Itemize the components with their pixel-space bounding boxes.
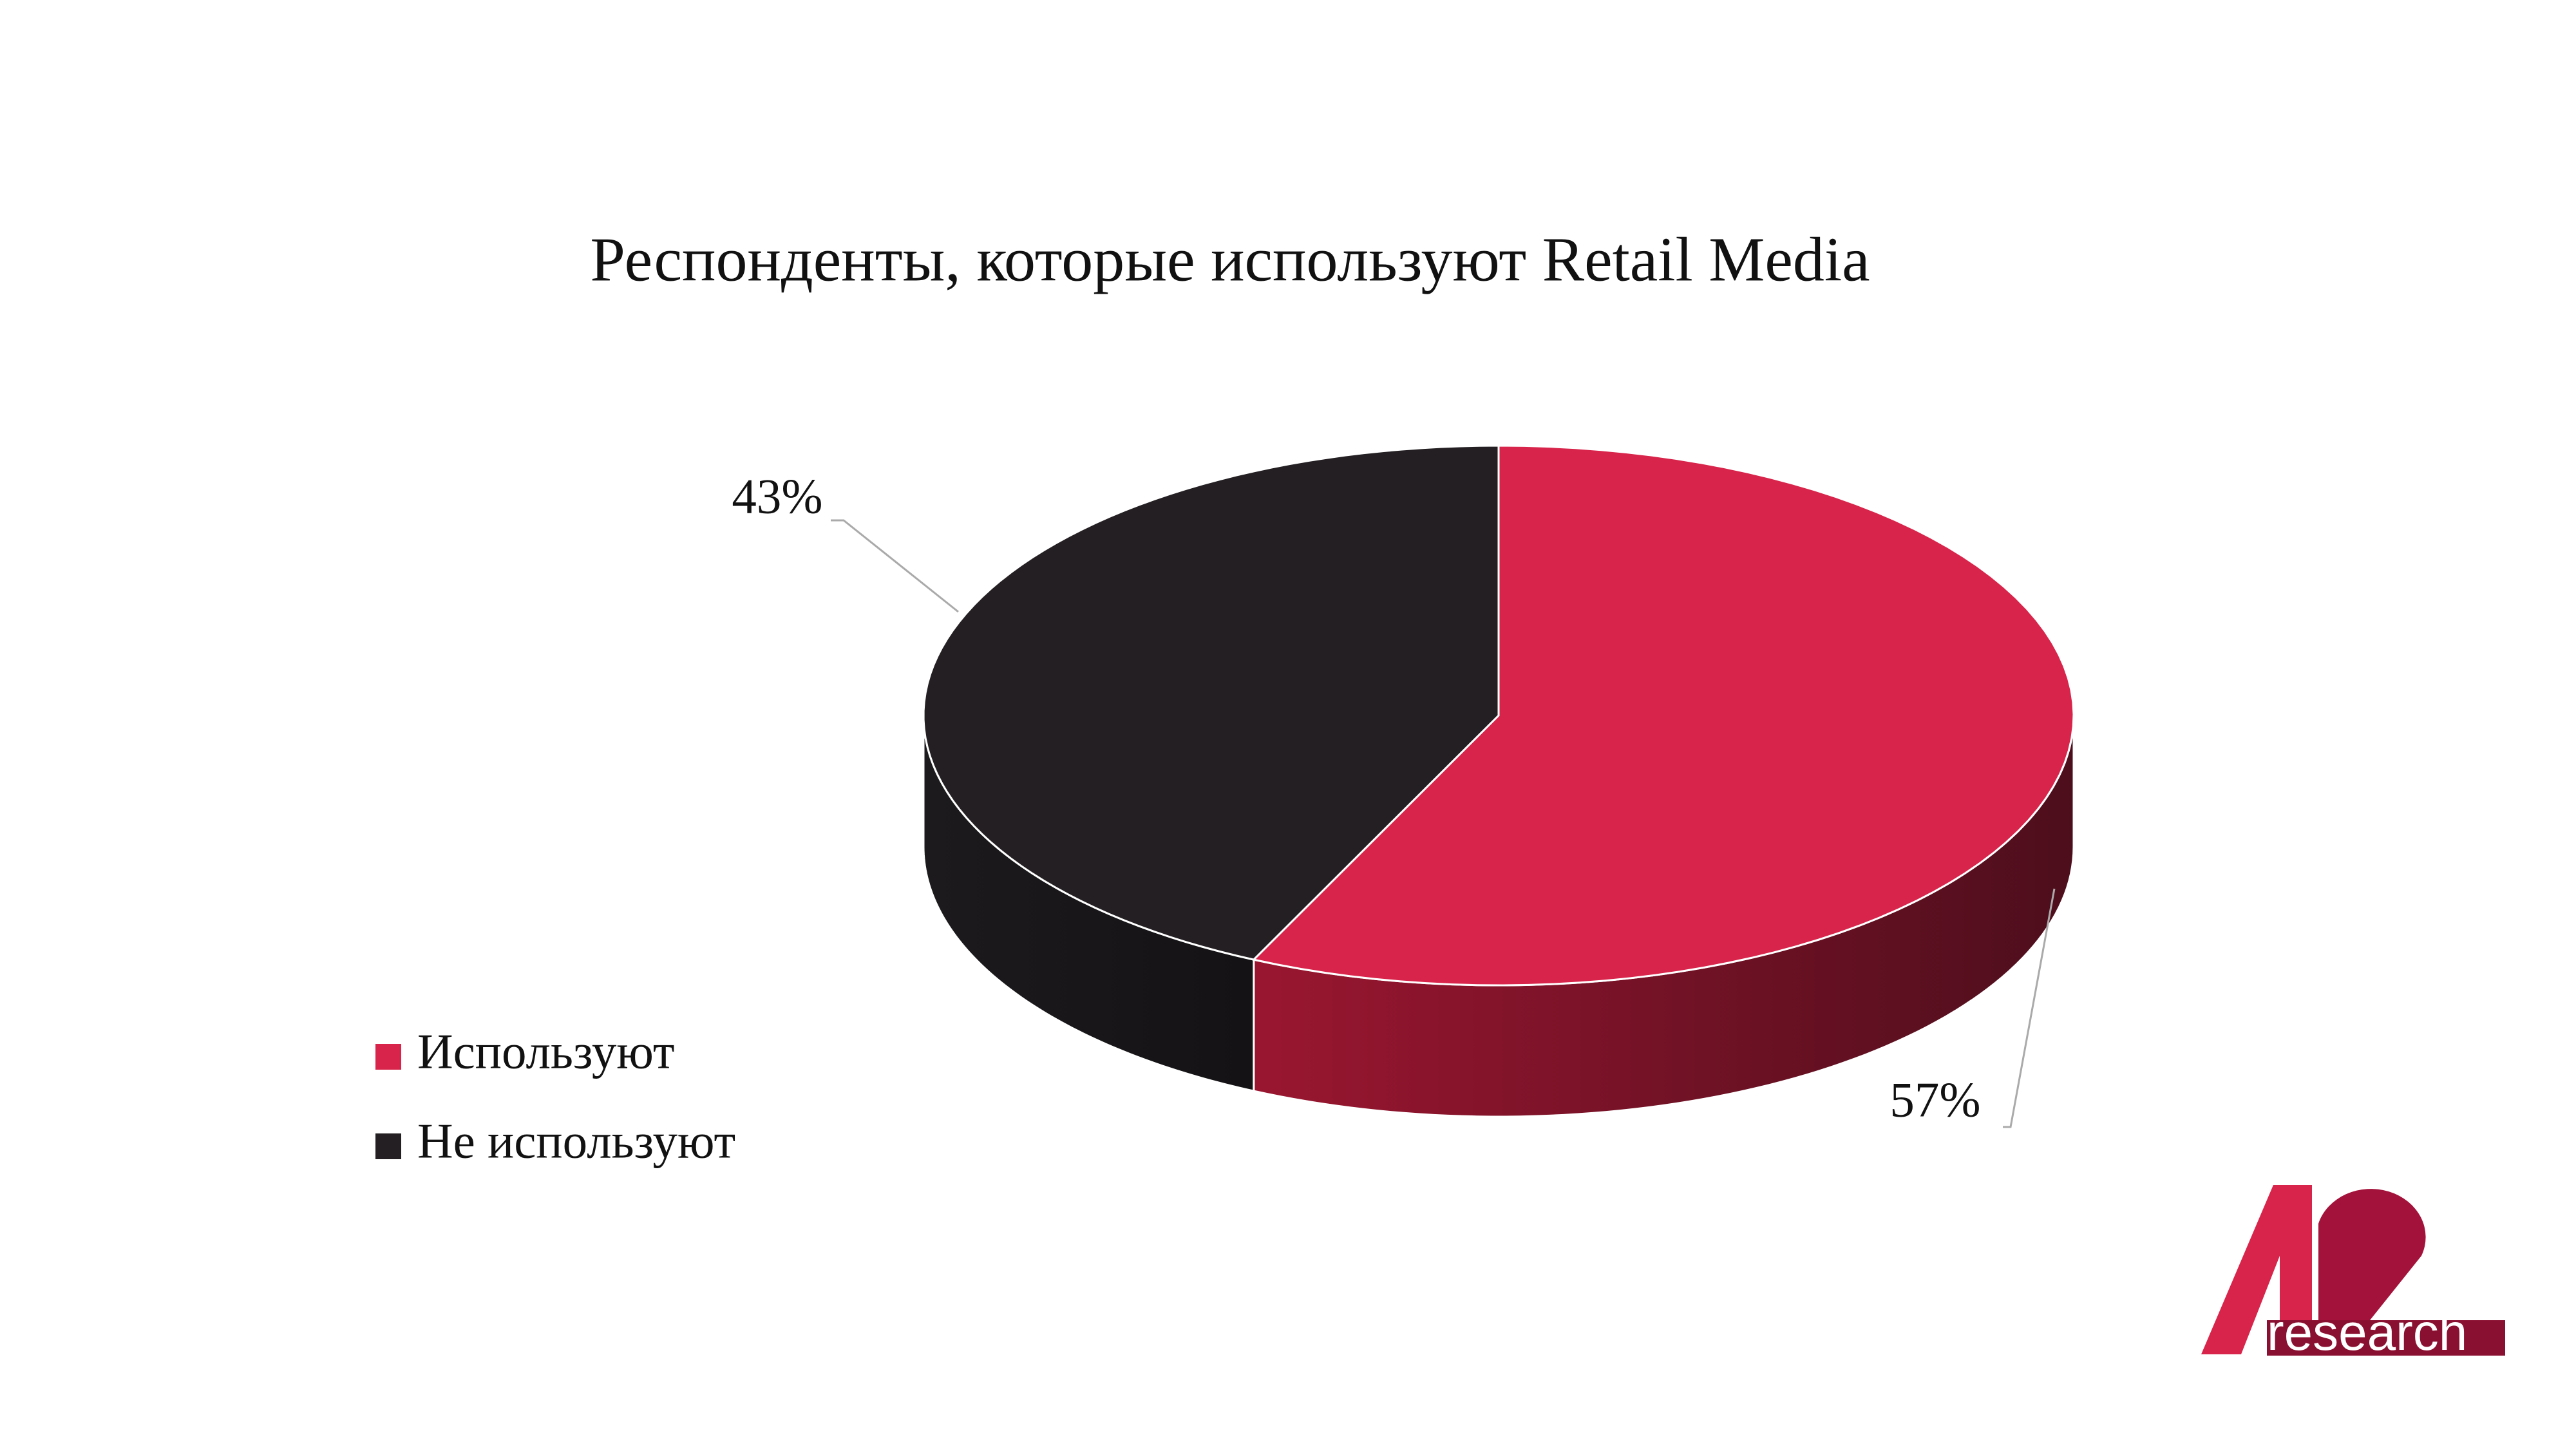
legend-label: Не используют bbox=[417, 1113, 735, 1169]
pie: 57% 43% bbox=[732, 444, 2075, 1128]
legend-swatch bbox=[375, 1133, 401, 1159]
legend: Используют Не используют bbox=[375, 1024, 735, 1169]
logo-shape bbox=[2267, 1320, 2505, 1356]
leader-line bbox=[2003, 888, 2056, 1128]
legend-swatch bbox=[375, 1044, 401, 1070]
logo-shape bbox=[2318, 1189, 2426, 1320]
logo: research bbox=[2201, 1185, 2505, 1361]
pie-slice bbox=[1251, 444, 2075, 987]
logo-shape bbox=[2201, 1185, 2312, 1354]
chart-title: Респонденты, которые используют Retail M… bbox=[590, 225, 1870, 294]
data-label: 43% bbox=[732, 469, 822, 524]
pie-slice bbox=[922, 444, 1500, 961]
leader-line bbox=[831, 519, 959, 613]
legend-label: Используют bbox=[417, 1024, 674, 1079]
logo-text: research bbox=[2267, 1303, 2467, 1361]
data-label: 57% bbox=[1889, 1072, 1980, 1128]
